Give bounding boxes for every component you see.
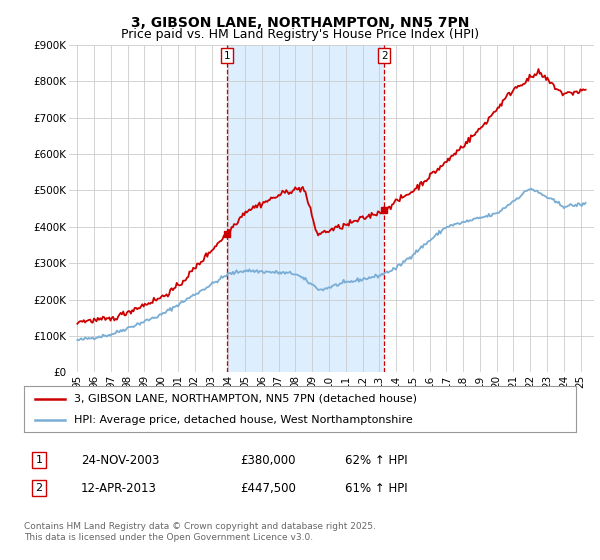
Text: Contains HM Land Registry data © Crown copyright and database right 2025.
This d: Contains HM Land Registry data © Crown c…	[24, 522, 376, 542]
Text: 3, GIBSON LANE, NORTHAMPTON, NN5 7PN (detached house): 3, GIBSON LANE, NORTHAMPTON, NN5 7PN (de…	[74, 394, 416, 404]
Text: HPI: Average price, detached house, West Northamptonshire: HPI: Average price, detached house, West…	[74, 415, 412, 425]
Text: £380,000: £380,000	[240, 454, 296, 467]
Text: Price paid vs. HM Land Registry's House Price Index (HPI): Price paid vs. HM Land Registry's House …	[121, 28, 479, 41]
Text: £447,500: £447,500	[240, 482, 296, 495]
Text: 62% ↑ HPI: 62% ↑ HPI	[345, 454, 407, 467]
Text: 1: 1	[35, 455, 43, 465]
Text: 2: 2	[35, 483, 43, 493]
Text: 61% ↑ HPI: 61% ↑ HPI	[345, 482, 407, 495]
Text: 2: 2	[381, 51, 388, 60]
Bar	[227, 45, 385, 372]
Text: 24-NOV-2003: 24-NOV-2003	[81, 454, 160, 467]
Text: 12-APR-2013: 12-APR-2013	[81, 482, 157, 495]
Text: 1: 1	[223, 51, 230, 60]
Text: 3, GIBSON LANE, NORTHAMPTON, NN5 7PN: 3, GIBSON LANE, NORTHAMPTON, NN5 7PN	[131, 16, 469, 30]
